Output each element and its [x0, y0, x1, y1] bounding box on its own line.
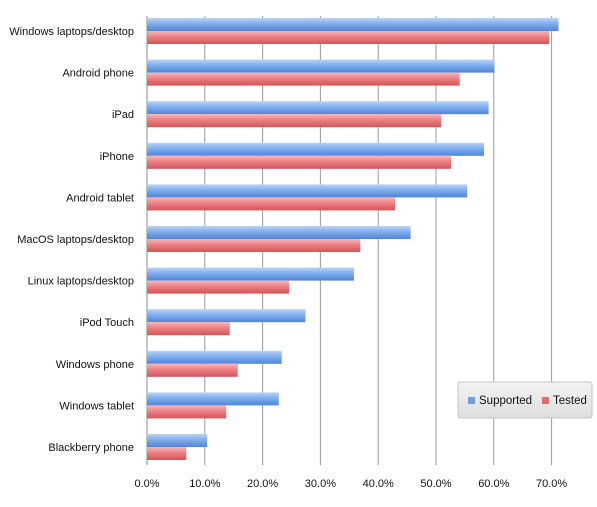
x-tick-label: 50.0%	[420, 478, 451, 490]
bar-tested	[147, 31, 550, 44]
bar-tested	[147, 322, 230, 336]
bar-supported	[147, 267, 354, 281]
bar-tested	[147, 239, 361, 252]
bar-supported	[147, 350, 282, 364]
category-label: iPhone	[100, 151, 134, 163]
bar-supported	[147, 184, 468, 198]
bar-tested	[147, 447, 187, 460]
bar-supported	[147, 101, 489, 115]
x-tick-label: 70.0%	[536, 478, 567, 490]
category-label: Windows phone	[56, 359, 134, 371]
bar-supported	[147, 18, 559, 31]
bar-supported	[147, 59, 495, 73]
bar-tested	[147, 155, 451, 169]
legend-label-supported: Supported	[479, 395, 532, 407]
bar-supported	[147, 226, 411, 239]
category-label: Windows laptops/desktop	[9, 26, 134, 38]
x-tick-label: 40.0%	[363, 478, 394, 490]
x-tick-label: 30.0%	[305, 478, 336, 490]
bar-supported	[147, 392, 279, 406]
x-tick-label: 0.0%	[134, 478, 159, 490]
bar-supported	[147, 142, 484, 156]
x-tick-label: 10.0%	[189, 478, 220, 490]
bar-tested	[147, 405, 227, 419]
legend-swatch-supported	[468, 397, 475, 404]
bar-tested	[147, 72, 460, 86]
legend-label-tested: Tested	[553, 395, 587, 407]
x-tick-label: 60.0%	[478, 478, 509, 490]
x-axis-tick-labels: 0.0% 10.0% 20.0% 30.0% 40.0% 50.0% 60.0% 70.0%	[134, 478, 567, 490]
bar-tested	[147, 197, 395, 211]
x-tick-label: 20.0%	[247, 478, 278, 490]
legend-swatch-tested	[542, 397, 549, 404]
category-label: Blackberry phone	[48, 442, 134, 454]
category-label: iPad	[112, 109, 134, 121]
bar-tested	[147, 280, 290, 294]
category-label: iPod Touch	[80, 317, 134, 329]
bar-supported	[147, 434, 208, 447]
bar-supported	[147, 309, 306, 323]
category-label: Android phone	[62, 68, 134, 80]
legend: Supported Tested	[457, 381, 593, 419]
category-label: Windows tablet	[59, 400, 134, 412]
category-label: MacOS laptops/desktop	[17, 234, 134, 246]
legend-box	[457, 381, 593, 419]
bar-tested	[147, 114, 442, 128]
bar-tested	[147, 363, 238, 377]
category-label: Android tablet	[66, 192, 134, 204]
bars	[147, 18, 559, 460]
category-labels: Windows laptops/desktop Android phone iPad…	[9, 26, 134, 454]
category-label: Linux laptops/desktop	[28, 276, 134, 288]
